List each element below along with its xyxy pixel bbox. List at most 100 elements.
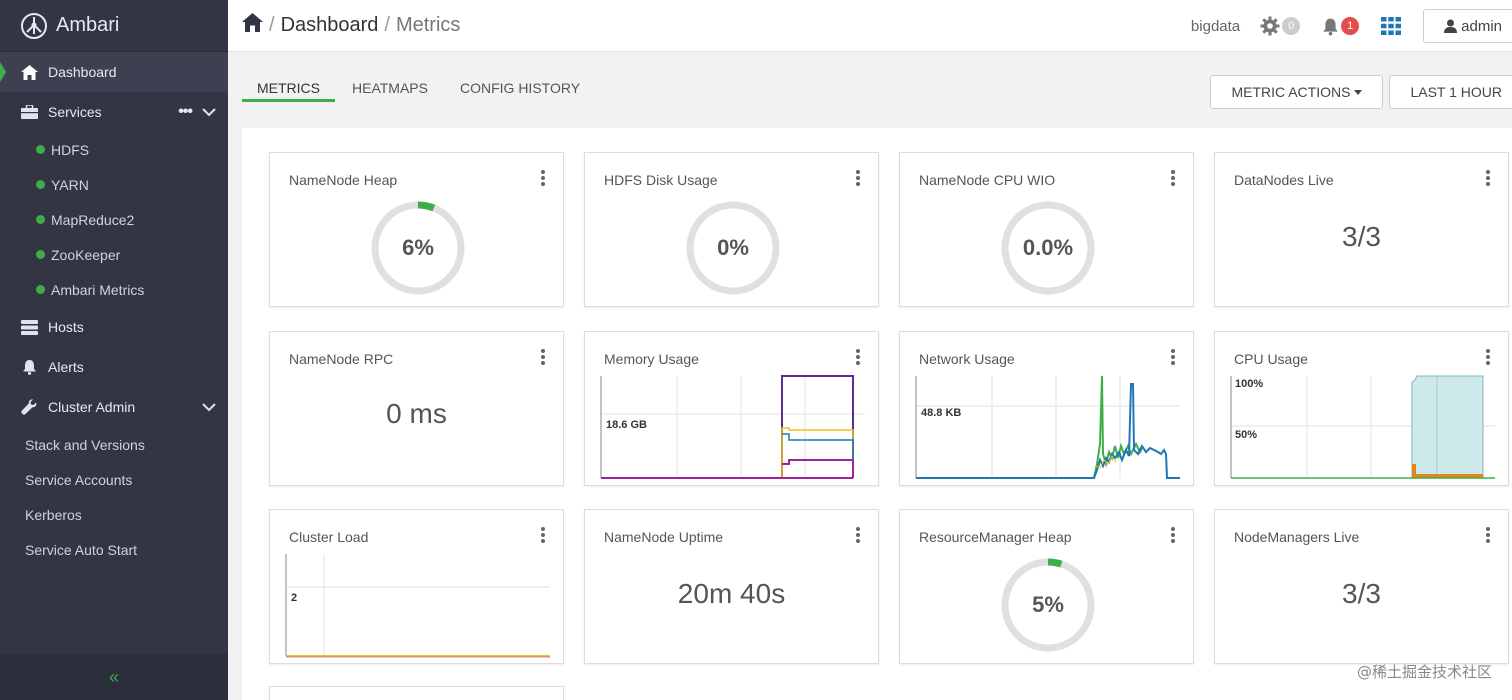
briefcase-icon <box>20 103 38 121</box>
kebab-menu-icon[interactable] <box>1171 527 1175 545</box>
tab-heatmaps[interactable]: HEATMAPS <box>352 80 428 96</box>
widget-title: DataNodes Live <box>1234 172 1334 188</box>
widget-value: 3/3 <box>1342 578 1381 609</box>
widget-namenode-uptime[interactable]: NameNode Uptime 20m 40s <box>584 509 879 664</box>
breadcrumb-metrics: Metrics <box>395 14 461 36</box>
wrench-icon <box>20 398 38 416</box>
widget-title: Cluster Load <box>289 529 369 545</box>
sidebar-item-label: Dashboard <box>48 64 117 80</box>
status-dot-icon <box>36 145 45 154</box>
kebab-menu-icon[interactable] <box>1486 527 1490 545</box>
widget-partial[interactable] <box>269 686 564 700</box>
chart-label: 2 <box>291 592 298 604</box>
service-item-ambari-metrics[interactable]: Ambari Metrics <box>0 272 228 307</box>
widget-nodemanagers-live[interactable]: NodeManagers Live 3/3 <box>1214 509 1509 664</box>
status-dot-icon <box>36 250 45 259</box>
admin-item-label: Kerberos <box>25 506 82 523</box>
kebab-menu-icon[interactable] <box>541 527 545 545</box>
kebab-menu-icon[interactable] <box>1171 170 1175 188</box>
chart-label: 18.6 GB <box>606 419 647 431</box>
app-name: Ambari <box>56 14 120 36</box>
service-label: ZooKeeper <box>51 246 121 263</box>
service-item-mapreduce2[interactable]: MapReduce2 <box>0 202 228 237</box>
gauge-track <box>1001 201 1095 295</box>
network-usage-chart <box>915 375 1180 479</box>
widget-cluster-load[interactable]: Cluster Load 2 <box>269 509 564 664</box>
service-item-hdfs[interactable]: HDFS <box>0 132 228 167</box>
sidebar: Ambari Dashboard Services ••• HDFS YARN … <box>0 0 228 700</box>
grid-icon <box>1381 17 1402 35</box>
breadcrumb-separator: / <box>269 14 275 36</box>
time-range-label: LAST 1 HOUR <box>1410 84 1502 100</box>
sidebar-item-alerts[interactable]: Alerts <box>0 347 228 387</box>
brand[interactable]: Ambari <box>0 0 228 52</box>
sidebar-item-services[interactable]: Services ••• <box>0 92 228 132</box>
more-icon[interactable]: ••• <box>178 103 193 120</box>
metrics-panel: NameNode Heap 6% HDFS Disk Usage 0% Name… <box>242 128 1512 700</box>
admin-item-label: Service Accounts <box>25 471 133 488</box>
widget-title: NameNode Uptime <box>604 529 724 545</box>
widget-value: 3/3 <box>1342 221 1381 252</box>
service-item-yarn[interactable]: YARN <box>0 167 228 202</box>
sidebar-item-label: Hosts <box>48 319 84 335</box>
widget-datanodes-live[interactable]: DataNodes Live 3/3 <box>1214 152 1509 307</box>
kebab-menu-icon[interactable] <box>1486 349 1490 367</box>
views-menu-button[interactable] <box>1381 17 1402 35</box>
tab-config-history[interactable]: CONFIG HISTORY <box>459 80 581 96</box>
status-dot-icon <box>36 180 45 189</box>
watermark: @稀土掘金技术社区 <box>1356 663 1492 681</box>
admin-item-service-auto-start[interactable]: Service Auto Start <box>0 532 228 567</box>
server-icon <box>20 318 38 336</box>
user-menu-button[interactable]: admin <box>1423 9 1512 43</box>
admin-item-service-accounts[interactable]: Service Accounts <box>0 462 228 497</box>
kebab-menu-icon[interactable] <box>1171 349 1175 367</box>
widget-hdfs-disk-usage[interactable]: HDFS Disk Usage 0% <box>584 152 879 307</box>
time-range-button[interactable]: LAST 1 HOUR <box>1389 75 1512 109</box>
alerts-button[interactable]: 1 <box>1322 17 1360 36</box>
widget-value: 0 ms <box>386 398 447 429</box>
kebab-menu-icon[interactable] <box>856 527 860 545</box>
metric-actions-button[interactable]: METRIC ACTIONS <box>1210 75 1384 109</box>
widget-title: HDFS Disk Usage <box>604 172 718 188</box>
cluster-load-chart <box>285 554 550 658</box>
dashboard-tabs: METRICS HEATMAPS CONFIG HISTORY <box>242 70 597 102</box>
widget-title: NameNode CPU WIO <box>919 172 1056 188</box>
widget-title: CPU Usage <box>1234 351 1308 367</box>
widget-title: NodeManagers Live <box>1234 529 1360 545</box>
kebab-menu-icon[interactable] <box>856 349 860 367</box>
widget-namenode-heap[interactable]: NameNode Heap 6% <box>269 152 564 307</box>
kebab-menu-icon[interactable] <box>1486 170 1490 188</box>
kebab-menu-icon[interactable] <box>541 349 545 367</box>
widget-namenode-cpu-wio[interactable]: NameNode CPU WIO 0.0% <box>899 152 1194 307</box>
admin-item-stack-versions[interactable]: Stack and Versions <box>0 427 228 462</box>
collapse-sidebar-button[interactable]: « <box>0 654 228 700</box>
sidebar-item-label: Cluster Admin <box>48 399 136 415</box>
background-ops-button[interactable]: 0 <box>1260 16 1301 36</box>
widget-memory-usage[interactable]: Memory Usage 18.6 GB <box>584 331 879 486</box>
breadcrumb-dashboard[interactable]: Dashboard <box>280 14 379 36</box>
widget-resourcemanager-heap[interactable]: ResourceManager Heap 5% <box>899 509 1194 664</box>
ambari-logo-icon <box>21 12 47 39</box>
sidebar-item-label: Services <box>48 104 102 120</box>
sidebar-item-hosts[interactable]: Hosts <box>0 307 228 347</box>
admin-item-kerberos[interactable]: Kerberos <box>0 497 228 532</box>
widget-namenode-rpc[interactable]: NameNode RPC 0 ms <box>269 331 564 486</box>
sidebar-item-dashboard[interactable]: Dashboard <box>0 52 228 92</box>
home-icon[interactable] <box>242 13 263 38</box>
chevron-down-icon[interactable] <box>202 399 216 415</box>
tab-metrics[interactable]: METRICS <box>242 70 335 102</box>
widget-cpu-usage[interactable]: CPU Usage 100% 50% <box>1214 331 1509 486</box>
sidebar-item-cluster-admin[interactable]: Cluster Admin <box>0 387 228 427</box>
sidebar-item-label: Alerts <box>48 359 84 375</box>
widget-network-usage[interactable]: Network Usage 48.8 KB <box>899 331 1194 486</box>
chevron-down-icon[interactable] <box>202 104 216 120</box>
service-item-zookeeper[interactable]: ZooKeeper <box>0 237 228 272</box>
breadcrumb: / Dashboard / Metrics <box>228 13 460 38</box>
widget-title: Network Usage <box>919 351 1015 367</box>
kebab-menu-icon[interactable] <box>541 170 545 188</box>
widget-title: NameNode Heap <box>289 172 398 188</box>
metric-action-bar: METRIC ACTIONS LAST 1 HOUR <box>1204 75 1512 109</box>
kebab-menu-icon[interactable] <box>856 170 860 188</box>
double-chevron-left-icon: « <box>108 666 119 687</box>
gauge-fill <box>371 201 465 295</box>
